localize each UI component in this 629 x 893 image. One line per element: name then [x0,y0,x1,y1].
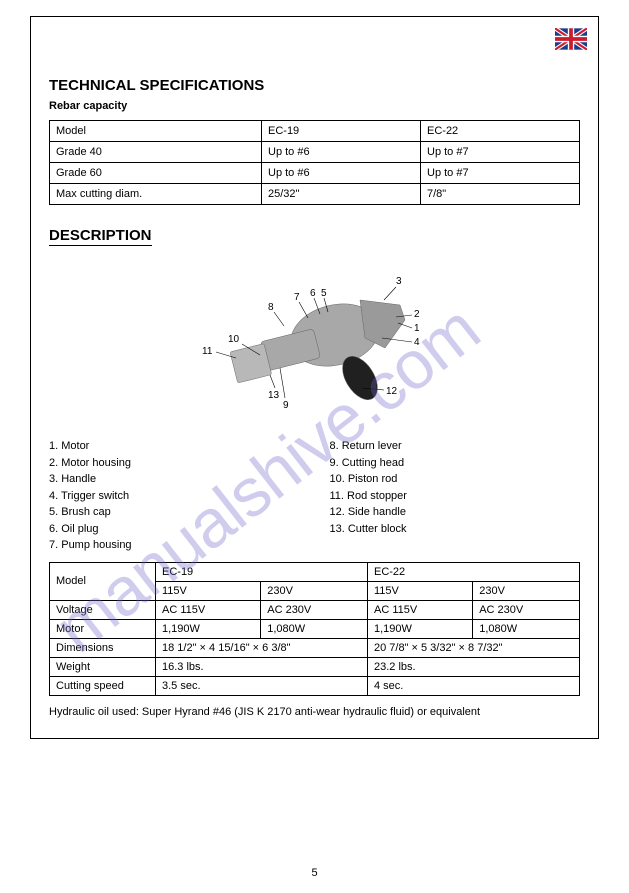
table-row: Model EC-19 EC-22 [50,562,580,581]
callout-6: 6 [310,288,316,299]
cell: 7/8" [421,184,580,205]
callout-7: 7 [294,292,300,303]
cell: Cutting speed [50,676,156,695]
legend-item: 8. Return lever [330,438,581,455]
callout-12: 12 [386,386,398,397]
cell: Grade 60 [50,163,262,184]
spec-table: Model EC-19 EC-22 115V 230V 115V 230V Vo… [49,562,580,696]
cell: Up to #6 [262,142,421,163]
cell: 18 1/2" × 4 15/16" × 6 3/8" [156,638,368,657]
cell: 1,080W [473,619,580,638]
callout-1: 1 [414,323,420,334]
cell: Weight [50,657,156,676]
cell: EC-19 [156,562,368,581]
legend-item: 11. Rod stopper [330,488,581,505]
cell: Up to #7 [421,142,580,163]
cell: 23.2 lbs. [367,657,579,676]
table-row: Grade 60 Up to #6 Up to #7 [50,163,580,184]
cell: AC 230V [473,600,580,619]
cell: 25/32" [262,184,421,205]
cell: 1,190W [156,619,261,638]
cell: 115V [156,581,261,600]
cell: Max cutting diam. [50,184,262,205]
uk-flag-icon [555,28,587,50]
oil-note: Hydraulic oil used: Super Hyrand #46 (JI… [49,706,580,718]
legend-item: 13. Cutter block [330,521,581,538]
cell: AC 230V [261,600,368,619]
table-row: Dimensions 18 1/2" × 4 15/16" × 6 3/8" 2… [50,638,580,657]
table-row: Motor 1,190W 1,080W 1,190W 1,080W [50,619,580,638]
cell: 230V [261,581,368,600]
cell: Up to #6 [262,163,421,184]
cell: EC-22 [421,121,580,142]
page-number: 5 [0,867,629,879]
cell: Dimensions [50,638,156,657]
cell: Up to #7 [421,163,580,184]
legend-item: 1. Motor [49,438,300,455]
cell: 16.3 lbs. [156,657,368,676]
section-heading: DESCRIPTION [49,227,152,246]
page-title: TECHNICAL SPECIFICATIONS [49,77,580,94]
legend-item: 7. Pump housing [49,537,300,554]
legend-item: 4. Trigger switch [49,488,300,505]
table-row: Model EC-19 EC-22 [50,121,580,142]
legend-item: 9. Cutting head [330,455,581,472]
legend-item: 10. Piston rod [330,471,581,488]
legend-left: 1. Motor 2. Motor housing 3. Handle 4. T… [49,438,300,554]
cell: EC-19 [262,121,421,142]
cell: EC-22 [367,562,579,581]
legend-item: 12. Side handle [330,504,581,521]
legend-item: 6. Oil plug [49,521,300,538]
subtitle: Rebar capacity [49,100,580,112]
callout-11: 11 [202,346,213,357]
callout-10: 10 [228,334,240,345]
table-row: Voltage AC 115V AC 230V AC 115V AC 230V [50,600,580,619]
product-diagram: 1 2 3 4 5 6 7 8 9 10 11 12 13 [200,260,430,428]
cell: 3.5 sec. [156,676,368,695]
legend: 1. Motor 2. Motor housing 3. Handle 4. T… [49,438,580,554]
cell: AC 115V [367,600,472,619]
cell: Voltage [50,600,156,619]
page-frame: TECHNICAL SPECIFICATIONS Rebar capacity … [30,16,599,739]
cell: 1,190W [367,619,472,638]
callout-8: 8 [268,302,274,313]
legend-item: 5. Brush cap [49,504,300,521]
cell: Model [50,562,156,600]
table-row: Cutting speed 3.5 sec. 4 sec. [50,676,580,695]
cell: 1,080W [261,619,368,638]
legend-right: 8. Return lever 9. Cutting head 10. Pist… [330,438,581,554]
cell: 20 7/8" × 5 3/32" × 8 7/32" [367,638,579,657]
cell: Grade 40 [50,142,262,163]
callout-2: 2 [414,309,420,320]
legend-item: 2. Motor housing [49,455,300,472]
capacity-table: Model EC-19 EC-22 Grade 40 Up to #6 Up t… [49,120,580,205]
legend-item: 3. Handle [49,471,300,488]
table-row: Grade 40 Up to #6 Up to #7 [50,142,580,163]
cell: 230V [473,581,580,600]
table-row: Weight 16.3 lbs. 23.2 lbs. [50,657,580,676]
cell: Model [50,121,262,142]
callout-4: 4 [414,337,420,348]
table-row: Max cutting diam. 25/32" 7/8" [50,184,580,205]
cell: AC 115V [156,600,261,619]
cell: 4 sec. [367,676,579,695]
callout-3: 3 [396,276,402,287]
cell: Motor [50,619,156,638]
cell: 115V [367,581,472,600]
callout-13: 13 [268,390,280,401]
callout-5: 5 [321,288,327,299]
callout-9: 9 [283,400,289,411]
